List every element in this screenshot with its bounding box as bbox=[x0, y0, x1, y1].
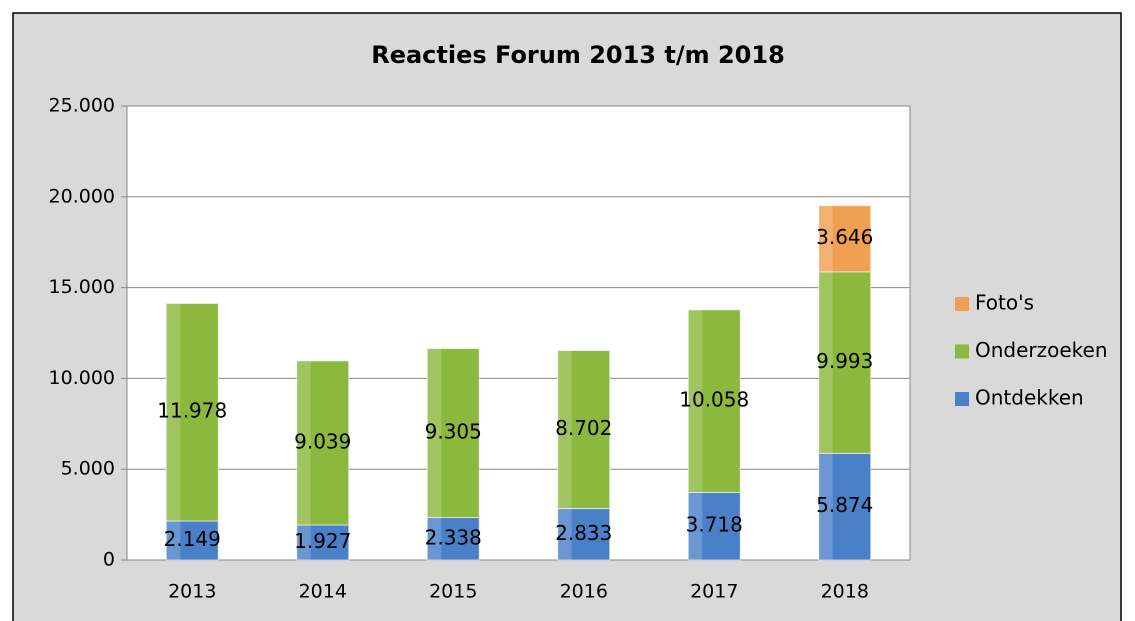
y-tick-label: 0 bbox=[103, 549, 115, 571]
bar-highlight bbox=[166, 520, 181, 560]
data-label: 11.978 bbox=[157, 399, 227, 423]
data-label: 9.993 bbox=[816, 349, 873, 373]
bar-highlight bbox=[818, 271, 833, 454]
bar-segment bbox=[557, 508, 611, 561]
bar-segment bbox=[818, 271, 872, 454]
bar-highlight bbox=[818, 453, 833, 560]
chart-title: Reacties Forum 2013 t/m 2018 bbox=[371, 41, 785, 69]
bar-segment bbox=[818, 452, 872, 561]
bar-highlight bbox=[818, 205, 833, 272]
x-tick-label: 2014 bbox=[299, 581, 347, 603]
x-tick-label: 2018 bbox=[821, 581, 869, 603]
plot-area bbox=[126, 105, 911, 561]
data-label: 3.718 bbox=[686, 513, 743, 537]
y-tick-label: 20.000 bbox=[49, 185, 115, 207]
data-label: 9.039 bbox=[294, 429, 351, 453]
bar-segment bbox=[165, 302, 219, 522]
y-tick-label: 15.000 bbox=[49, 276, 115, 298]
data-label: 2.338 bbox=[425, 525, 482, 549]
bar-segment bbox=[426, 348, 480, 519]
bar-highlight bbox=[427, 517, 442, 560]
data-label: 5.874 bbox=[816, 493, 873, 517]
y-tick-label: 5.000 bbox=[61, 458, 115, 480]
data-label: 8.702 bbox=[555, 416, 612, 440]
bar-segment bbox=[165, 520, 219, 561]
legend-label: Foto's bbox=[975, 291, 1034, 315]
bar-highlight bbox=[557, 350, 572, 509]
data-label: 3.646 bbox=[816, 225, 873, 249]
legend-marker bbox=[955, 392, 969, 406]
x-tick-label: 2016 bbox=[560, 581, 608, 603]
x-tick-label: 2017 bbox=[690, 581, 738, 603]
bar-highlight bbox=[166, 303, 181, 521]
y-tick-label: 10.000 bbox=[49, 367, 115, 389]
bar-segment bbox=[818, 205, 872, 273]
data-label: 10.058 bbox=[679, 388, 749, 412]
data-label: 9.305 bbox=[425, 420, 482, 444]
bar-segment bbox=[426, 517, 480, 561]
legend-marker bbox=[955, 344, 969, 359]
bar-segment bbox=[687, 491, 741, 561]
bar-highlight bbox=[296, 525, 311, 560]
legend-label: Ontdekken bbox=[975, 386, 1084, 410]
data-label: 2.149 bbox=[164, 527, 221, 551]
bar-segment bbox=[296, 524, 350, 561]
legend-marker bbox=[955, 297, 969, 311]
bar-highlight bbox=[296, 360, 311, 526]
x-tick-label: 2013 bbox=[168, 581, 216, 603]
y-tick-label: 25.000 bbox=[49, 95, 115, 117]
bar-highlight bbox=[557, 508, 572, 560]
data-label: 2.833 bbox=[555, 521, 612, 545]
legend-label: Onderzoeken bbox=[975, 338, 1108, 362]
bar-segment bbox=[557, 350, 611, 510]
bar-highlight bbox=[427, 348, 442, 518]
bar-segment bbox=[296, 360, 350, 526]
bar-highlight bbox=[688, 492, 703, 560]
data-label: 1.927 bbox=[294, 529, 351, 553]
bar-segment bbox=[687, 309, 741, 493]
bar-highlight bbox=[688, 309, 703, 493]
x-tick-label: 2015 bbox=[429, 581, 477, 603]
